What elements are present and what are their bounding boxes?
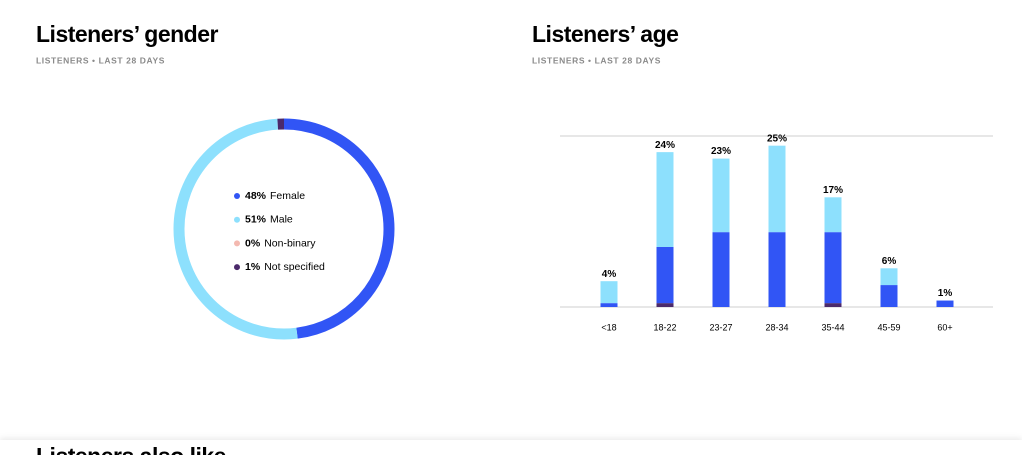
card	[0, 440, 1022, 455]
age-chart: 4% <18 24% 18-22 23% 23-27 25% 28-34 17% 35-44 6% 4…	[560, 133, 993, 332]
gender-subtitle: LISTENERS • LAST 28 DAYS	[36, 55, 165, 65]
age-subtitle: LISTENERS • LAST 28 DAYS	[532, 55, 661, 65]
donut-segment	[173, 118, 395, 340]
legend-label: Not specified	[264, 261, 325, 273]
legend-entry: 1% Not specified	[245, 261, 325, 273]
x-tick-label: <18	[601, 322, 616, 332]
legend-value: 0%	[245, 237, 261, 249]
legend-dot	[234, 240, 240, 247]
x-tick-label: 45-59	[877, 322, 900, 332]
donut-segment	[173, 118, 395, 340]
total-label: 23%	[711, 146, 731, 157]
legend-dot	[234, 264, 240, 271]
section-heading: Listeners also like	[36, 443, 226, 455]
bar-segment	[656, 152, 674, 247]
bar-segment	[824, 197, 842, 233]
legend-entry: 51% Male	[245, 213, 293, 225]
legend-dot	[234, 193, 240, 199]
legend-entry: 48% Female	[245, 190, 305, 202]
x-tick-label: 28-34	[765, 322, 788, 332]
legend-label: Female	[270, 190, 305, 202]
bar-segment	[880, 285, 898, 307]
legend-dot	[234, 216, 240, 223]
bar-segment	[936, 300, 954, 307]
total-label: 17%	[823, 185, 843, 196]
bar-segment	[600, 303, 618, 307]
bar-segment	[712, 232, 730, 307]
bar-segment	[824, 303, 842, 307]
legend-value: 51%	[245, 213, 267, 225]
bar-segment	[768, 232, 786, 307]
total-label: 4%	[602, 269, 617, 280]
x-tick-label: 60+	[937, 322, 952, 332]
legend-label: Male	[270, 213, 293, 225]
x-tick-label: 23-27	[709, 322, 732, 332]
total-label: 1%	[938, 288, 953, 299]
bar-segment	[656, 246, 674, 304]
x-tick-label: 18-22	[653, 322, 676, 332]
gender-title: Listeners’ gender	[36, 21, 219, 47]
legend-value: 1%	[245, 261, 261, 273]
bar-segment	[824, 232, 842, 304]
bar-segment	[712, 158, 730, 233]
total-label: 25%	[767, 133, 787, 144]
x-tick-label: 35-44	[821, 322, 844, 332]
total-label: 6%	[882, 256, 897, 267]
bar-segment	[656, 303, 674, 307]
bar-segment	[880, 268, 898, 286]
legend-value: 48%	[245, 190, 267, 202]
age-title: Listeners’ age	[532, 21, 678, 47]
total-label: 24%	[655, 140, 675, 151]
bar-segment	[600, 281, 618, 304]
legend-label: Non-binary	[264, 237, 316, 249]
legend-entry: 0% Non-binary	[245, 237, 316, 249]
bar-segment	[768, 145, 786, 233]
